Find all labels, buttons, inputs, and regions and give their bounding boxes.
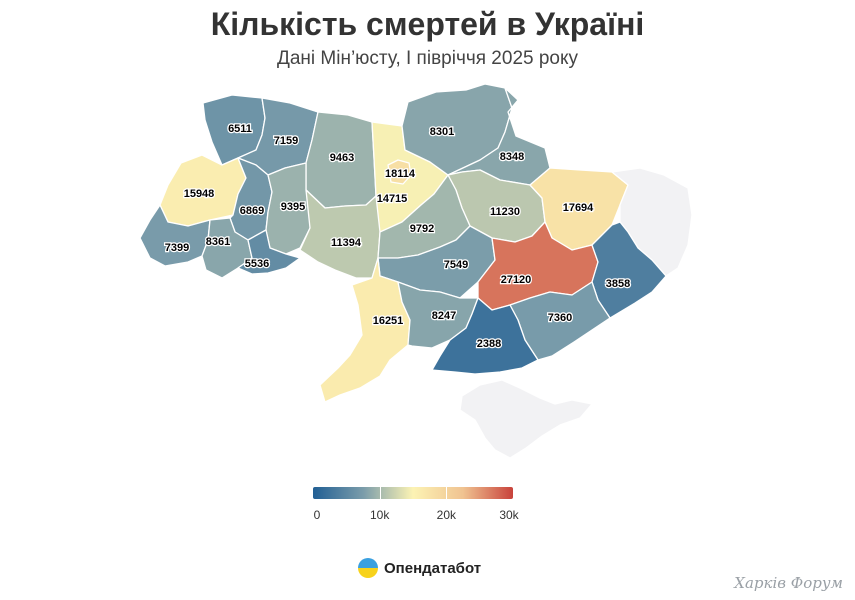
legend-tick-label: 10k	[369, 508, 390, 522]
value-label-cherkasy: 9792	[410, 223, 434, 235]
brand-block: Опендатабот	[358, 556, 481, 580]
value-label-mykolaiv: 8247	[432, 310, 456, 322]
legend-tick-mark	[379, 487, 381, 499]
legend-tick-label: 30k	[499, 508, 519, 522]
value-label-rivne: 7159	[274, 135, 298, 147]
value-label-kyiv-city: 18114	[385, 168, 416, 180]
value-label-kherson: 2388	[477, 338, 501, 350]
value-label-lviv: 15948	[184, 188, 215, 200]
map-subtitle: Дані Мін’юсту, І півріччя 2025 року	[276, 48, 579, 69]
color-scale-legend	[313, 487, 513, 499]
opendatabot-logo-icon	[358, 558, 378, 578]
region-kyiv-city[interactable]	[387, 159, 412, 185]
value-label-kirovohrad: 7549	[444, 259, 468, 271]
value-label-khmelnytskyi: 9395	[281, 201, 305, 213]
value-label-poltava: 11230	[490, 206, 520, 218]
value-label-ivano-frankivsk: 8361	[206, 236, 230, 248]
region-zakarpattia[interactable]	[139, 204, 211, 267]
value-label-chernihiv: 8301	[430, 126, 454, 138]
value-label-kharkiv: 17694	[563, 202, 594, 214]
region-crimea[interactable]	[459, 379, 593, 459]
value-label-zhytomyr: 9463	[330, 152, 354, 164]
region-kherson[interactable]	[431, 297, 539, 375]
value-label-dnipropetrovsk: 27120	[501, 274, 532, 286]
map-title: Кількість смертей в Україні	[210, 6, 645, 42]
value-label-vinnytsia: 11394	[331, 237, 362, 249]
value-label-sumy: 8348	[500, 151, 524, 163]
brand-name: Опендатабот	[384, 559, 482, 577]
value-label-zakarpattia: 7399	[165, 242, 189, 254]
value-label-donetsk: 3858	[606, 278, 630, 290]
value-label-volyn: 6511	[228, 123, 252, 135]
legend-tick-label: 0	[313, 508, 321, 522]
value-label-odesa: 16251	[373, 315, 404, 327]
ukraine-choropleth-map: 6511 7159 9463 14715 18114 8301 8348 15948 6869 9…	[139, 83, 693, 459]
value-label-kyiv-oblast: 14715	[377, 193, 408, 205]
watermark: Харків Форум	[734, 574, 843, 592]
region-khmelnytskyi[interactable]	[265, 162, 326, 255]
legend-tick-mark	[446, 487, 448, 499]
value-label-chernivtsi: 5536	[245, 258, 269, 270]
legend-tick-label: 20k	[436, 508, 457, 522]
region-chernivtsi[interactable]	[237, 229, 301, 275]
value-label-zaporizhzhia: 7360	[548, 312, 572, 324]
value-label-ternopil: 6869	[240, 205, 264, 217]
